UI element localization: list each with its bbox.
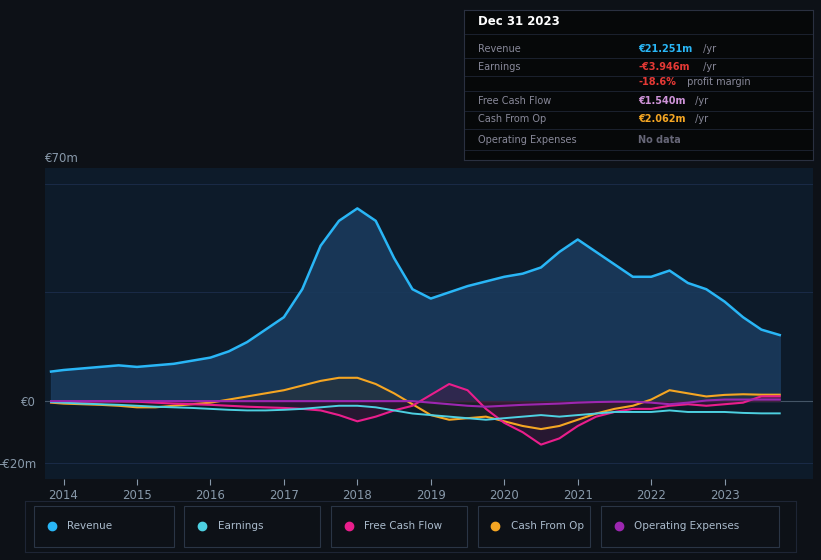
Text: €70m: €70m (45, 152, 79, 165)
Text: /yr: /yr (692, 96, 709, 106)
Text: €2.062m: €2.062m (639, 114, 686, 124)
Text: Free Cash Flow: Free Cash Flow (478, 96, 551, 106)
Text: €21.251m: €21.251m (639, 44, 693, 54)
Text: No data: No data (639, 135, 681, 145)
Text: /yr: /yr (699, 62, 716, 72)
Text: Operating Expenses: Operating Expenses (478, 135, 576, 145)
Text: Cash From Op: Cash From Op (511, 521, 584, 531)
Text: Dec 31 2023: Dec 31 2023 (478, 15, 560, 28)
Text: /yr: /yr (699, 44, 716, 54)
Text: -18.6%: -18.6% (639, 77, 677, 87)
Text: €1.540m: €1.540m (639, 96, 686, 106)
Text: Earnings: Earnings (218, 521, 263, 531)
Text: profit margin: profit margin (685, 77, 751, 87)
Text: Free Cash Flow: Free Cash Flow (365, 521, 443, 531)
Text: Revenue: Revenue (478, 44, 521, 54)
Text: -€3.946m: -€3.946m (639, 62, 690, 72)
Text: /yr: /yr (692, 114, 709, 124)
Text: Earnings: Earnings (478, 62, 521, 72)
Text: Cash From Op: Cash From Op (478, 114, 546, 124)
Text: Operating Expenses: Operating Expenses (635, 521, 740, 531)
Text: Revenue: Revenue (67, 521, 112, 531)
